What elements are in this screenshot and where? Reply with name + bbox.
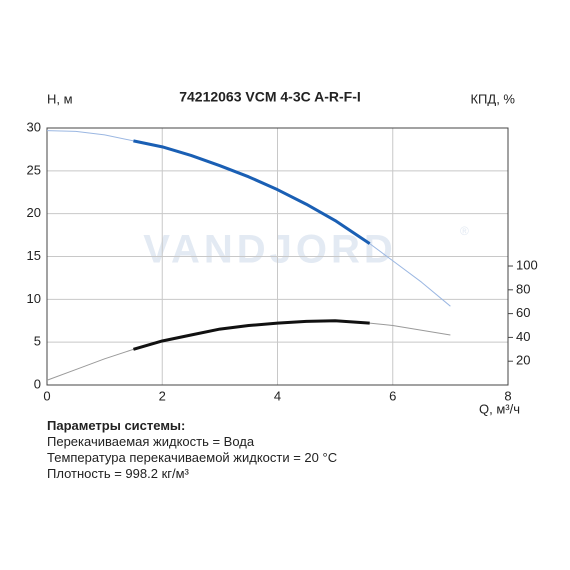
y2-tick-label: 60 [516, 305, 530, 320]
y2-tick-label: 40 [516, 329, 530, 344]
chart-title: 74212063 VCM 4-3C A-R-F-I [179, 89, 361, 105]
y2-tick-label: 20 [516, 353, 530, 368]
curve-working [133, 139, 371, 245]
info-line: Перекачиваемая жидкость = Вода [47, 434, 255, 449]
y-tick-label: 20 [27, 205, 41, 220]
x-tick-label: 6 [389, 388, 396, 403]
x-tick-label: 0 [43, 388, 50, 403]
curve-working [133, 319, 370, 351]
y2-tick-label: 100 [516, 257, 538, 272]
watermark: VANDJORD [143, 228, 397, 272]
y-tick-label: 30 [27, 119, 41, 134]
y-tick-label: 5 [34, 334, 41, 349]
info-line: Плотность = 998.2 кг/м³ [47, 466, 189, 481]
curve [46, 320, 451, 381]
info: Параметры системы: Перекачиваемая жидкос… [47, 418, 337, 482]
info-heading: Параметры системы: [47, 418, 186, 433]
y2-tick-label: 80 [516, 281, 530, 296]
y-axis-label: H, м [47, 91, 73, 106]
y-tick-label: 0 [34, 376, 41, 391]
y-tick-label: 10 [27, 291, 41, 306]
x-tick-label: 2 [159, 388, 166, 403]
info-line: Температура перекачиваемой жидкости = 20… [47, 450, 338, 465]
x-axis-label: Q, м³/ч [479, 401, 520, 416]
curve [46, 130, 451, 307]
y-tick-label: 15 [27, 248, 41, 263]
watermark-mark: ® [460, 224, 469, 238]
y2-axis-label: КПД, % [470, 91, 515, 106]
y-tick-label: 25 [27, 162, 41, 177]
x-tick-label: 4 [274, 388, 281, 403]
plot-frame [46, 127, 509, 386]
x-tick-label: 8 [504, 388, 511, 403]
